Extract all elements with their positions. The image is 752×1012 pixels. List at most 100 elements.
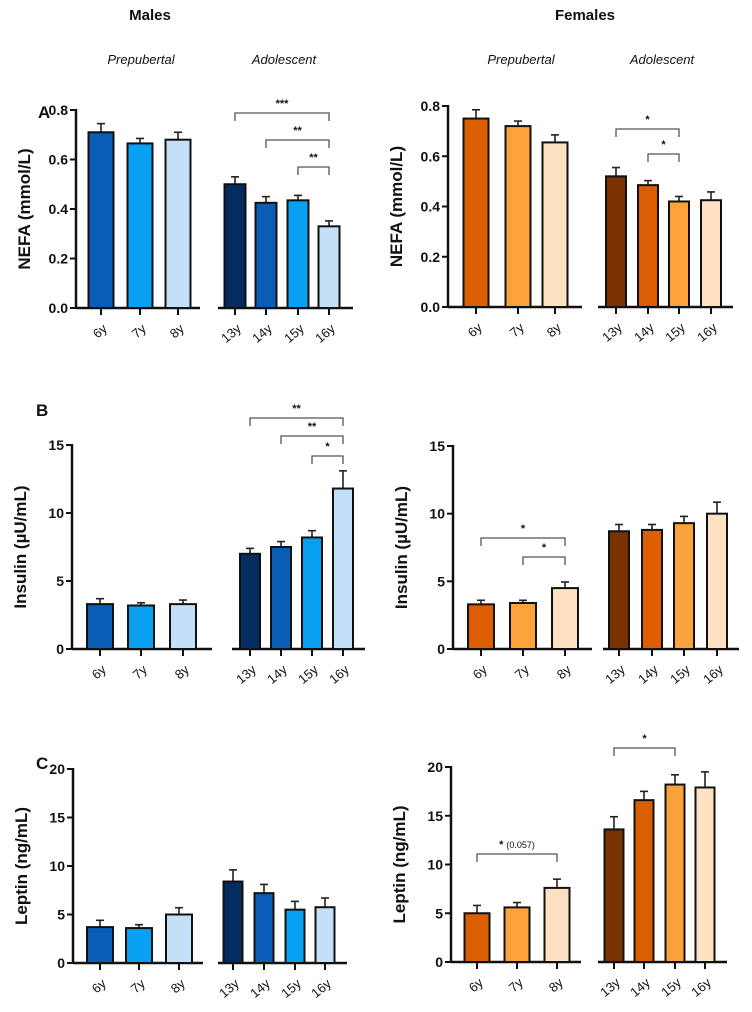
y-tick-label: 20 [427,759,443,775]
y-tick-label: 5 [435,905,443,921]
panel-females-c: 0 5 10 15 20 Leptin (ng/mL) 6y 7y 8y 13y 14y 15y 16y… [390,733,727,1000]
significance-label: ** [309,152,318,164]
bar-prepubertal-8y [169,603,197,650]
x-tick-label: 7y [130,661,151,682]
significance-bracket [476,853,558,862]
significance-bracket [480,537,566,546]
significance-note: (0.057) [506,840,535,850]
significance-label: ** [308,421,317,433]
x-tick-label: 16y [326,661,352,686]
x-tick-label: 15y [662,319,688,344]
x-tick-label: 6y [90,320,111,341]
significance-label: ** [292,403,301,415]
bar-prepubertal-7y [127,604,155,650]
bar-adolescent-13y [223,183,247,309]
y-axis-title: NEFA (mmol/L) [387,146,406,267]
x-tick-label: 8y [172,661,193,682]
significance-label: * (0.057) [499,839,535,851]
bar-adolescent-14y [637,184,659,308]
x-tick-label: 14y [249,320,275,345]
bar-prepubertal-8y [543,886,571,964]
significance-bracket [265,139,330,148]
bar-adolescent-15y [668,200,690,309]
y-tick-label: 0.6 [421,148,441,164]
bar-prepubertal-8y [541,141,569,308]
bar-adolescent-16y [694,786,716,963]
bar-adolescent-15y [284,908,306,965]
y-axis-title: Insulin (µU/mL) [11,485,30,608]
y-tick-label: 0.0 [421,299,441,315]
bar-adolescent-14y [253,892,275,964]
bar-adolescent-14y [641,528,663,651]
y-tick-label: 0.0 [49,300,69,316]
bar-adolescent-15y [286,199,310,309]
females-prepubertal-label: Prepubertal [487,52,555,67]
bar-adolescent-16y [700,199,722,308]
panel-letter-a: A [38,103,50,122]
panel-males-a: 0.0 0.2 0.4 0.6 0.8 NEFA (mmol/L) 6y 7y 8y 13y 14y… [15,98,353,346]
x-tick-label: 16y [312,320,338,345]
bar-adolescent-16y [314,906,336,964]
bar-adolescent-15y [664,783,686,963]
x-tick-label: 13y [233,661,259,686]
significance-label: * [661,139,666,151]
panel-females-b: 0 5 10 15 Insulin (µU/mL) 6y 7y 8y 13y 14y 15y 16y *… [392,438,739,687]
significance-bracket [613,747,676,756]
bar-prepubertal-6y [86,603,114,650]
x-tick-label: 7y [507,319,528,340]
y-axis-title: NEFA (mmol/L) [15,148,34,269]
x-tick-label: 8y [544,319,565,340]
females-header: Females [555,7,615,24]
bar-adolescent-13y [222,880,244,965]
panel-females-a: 0.0 0.2 0.4 0.6 0.8 NEFA (mmol/L) 6y 7y 8y 13y 14y… [387,98,733,345]
y-tick-label: 10 [429,506,445,522]
x-tick-label: 6y [466,974,487,995]
males-prepubertal-label: Prepubertal [107,52,175,67]
bar-prepubertal-8y [551,587,579,650]
significance-bracket [311,455,344,464]
bar-adolescent-16y [706,512,728,651]
panel-males-b: 0 5 10 15 Insulin (µU/mL) 6y 7y 8y 13y 14y 15y 16y *… [11,403,365,687]
x-tick-label: 8y [168,975,189,996]
y-tick-label: 10 [48,505,64,521]
x-tick-label: 6y [470,661,491,682]
x-tick-label: 15y [295,661,321,686]
y-axis-title: Leptin (ng/mL) [390,805,409,923]
panel-males-c: 0 5 10 15 20 Leptin (ng/mL) 6y 7y 8y 13y 14y 15y 16y [12,761,347,1001]
x-tick-label: 14y [264,661,290,686]
significance-bracket [234,112,330,121]
bar-prepubertal-8y [165,913,193,964]
x-tick-label: 14y [635,661,661,686]
bar-prepubertal-6y [86,926,114,964]
x-tick-label: 15y [278,975,304,1000]
bar-adolescent-13y [603,828,625,964]
x-tick-label: 15y [658,974,684,999]
y-tick-label: 10 [49,858,65,874]
significance-label: * [521,523,526,535]
significance-bracket [249,417,344,426]
females-adolescent-label: Adolescent [629,52,696,67]
x-tick-label: 7y [512,661,533,682]
bar-prepubertal-7y [126,142,154,309]
y-tick-label: 20 [49,761,65,777]
y-tick-label: 0.4 [49,201,69,217]
y-tick-label: 0.8 [421,98,441,114]
bar-prepubertal-7y [503,906,531,964]
x-tick-label: 16y [688,974,714,999]
x-tick-label: 8y [554,661,575,682]
x-tick-label: 15y [667,661,693,686]
significance-bracket [647,153,680,162]
y-tick-label: 0.6 [49,152,69,168]
x-tick-label: 14y [631,319,657,344]
bar-adolescent-15y [301,536,323,650]
bar-adolescent-16y [332,487,354,650]
y-tick-label: 0 [437,641,445,657]
bar-prepubertal-6y [462,117,490,308]
x-tick-label: 6y [465,319,486,340]
x-tick-label: 15y [281,320,307,345]
x-tick-label: 13y [218,320,244,345]
bar-prepubertal-6y [463,912,491,963]
x-tick-label: 7y [506,974,527,995]
bar-adolescent-13y [608,530,630,651]
y-tick-label: 0.2 [49,251,69,267]
